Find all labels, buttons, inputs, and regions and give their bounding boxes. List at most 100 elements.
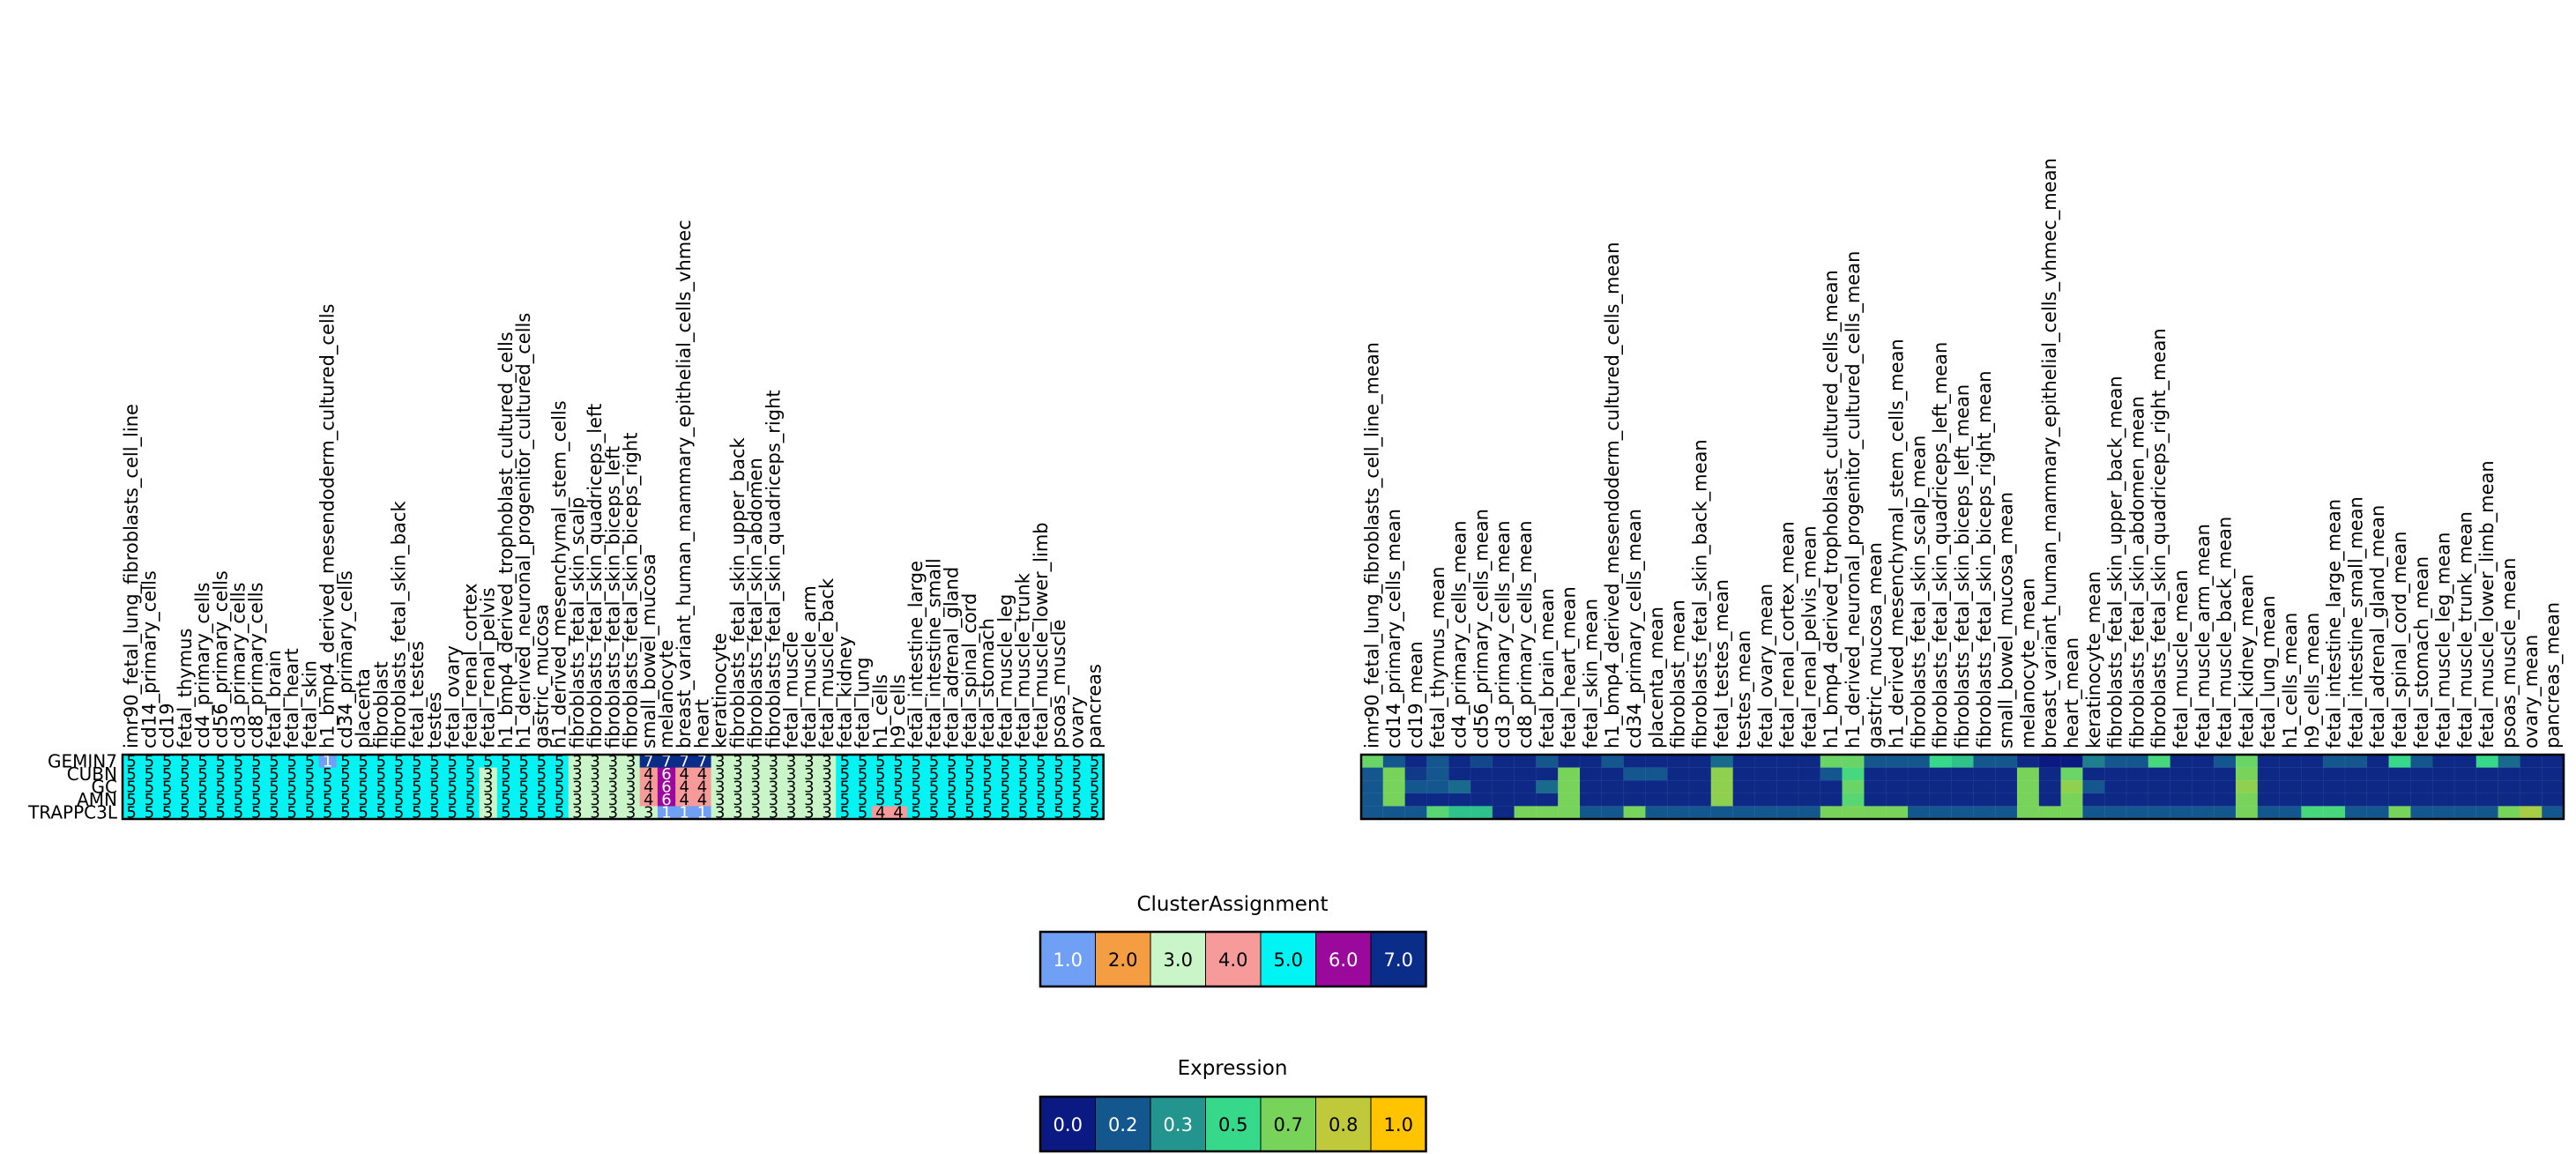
cell-value: 5 <box>555 765 564 784</box>
column-label: fetal_muscle_mean <box>2170 570 2193 748</box>
heatmap-cell <box>461 806 480 820</box>
cell-value: 5 <box>858 765 867 784</box>
heatmap-cell <box>604 767 622 781</box>
heatmap-cell <box>1842 767 1865 781</box>
heatmap-cell <box>604 793 622 807</box>
heatmap-cell <box>800 793 819 807</box>
heatmap-cell <box>2213 767 2237 781</box>
cell-value: 5 <box>947 778 957 797</box>
heatmap-cell <box>1623 754 1647 769</box>
cell-value: 5 <box>269 752 279 771</box>
heatmap-cell <box>1820 806 1843 820</box>
heatmap-cell <box>604 780 622 794</box>
heatmap-cell <box>1798 806 1821 820</box>
heatmap-cell <box>2126 767 2149 781</box>
cell-value: 3 <box>626 804 636 823</box>
cell-value: 5 <box>197 752 207 771</box>
heatmap-cell <box>1601 793 1625 808</box>
heatmap-cell <box>336 806 355 820</box>
heatmap-cell <box>1820 779 1843 794</box>
heatmap-cell <box>568 767 587 781</box>
cell-value: 3 <box>733 752 742 771</box>
heatmap-cell <box>817 767 837 781</box>
heatmap-cell <box>1382 754 1406 769</box>
cell-value: 4 <box>644 765 653 784</box>
heatmap-cell <box>140 793 159 807</box>
column-label: cd19_mean <box>1405 641 1427 748</box>
heatmap-cell <box>1842 779 1865 794</box>
heatmap-cell <box>711 755 730 768</box>
heatmap-cell <box>2279 767 2303 781</box>
cell-value: 3 <box>608 791 618 809</box>
heatmap-cell <box>2498 793 2521 808</box>
column-label: fibroblast <box>370 661 391 748</box>
cell-value: 5 <box>358 765 368 784</box>
heatmap-cell <box>2038 779 2062 794</box>
cell-value: 5 <box>412 765 421 784</box>
heatmap-cell <box>1085 767 1105 781</box>
cell-value: 5 <box>287 804 296 823</box>
heatmap-cell <box>853 767 873 781</box>
heatmap-cell <box>836 780 854 794</box>
heatmap-cell <box>2148 779 2171 794</box>
cell-value: 5 <box>893 778 903 797</box>
heatmap-cell <box>461 780 480 794</box>
heatmap-cell <box>354 780 373 794</box>
heatmap-cell <box>2366 806 2390 820</box>
heatmap-cell <box>1557 754 1581 769</box>
heatmap-cell <box>1907 806 1931 820</box>
heatmap-cell <box>283 755 302 768</box>
heatmap-cell <box>1776 806 1799 820</box>
cell-value: 5 <box>305 752 315 771</box>
heatmap-cell <box>2170 767 2193 781</box>
heatmap-cell <box>996 806 1015 820</box>
heatmap-cell <box>1820 754 1843 769</box>
column-label: fetal_thymus_mean <box>1427 567 1449 748</box>
heatmap-cell <box>2235 779 2259 794</box>
heatmap-cell <box>2366 754 2390 769</box>
legend-swatch <box>1039 1096 1096 1152</box>
column-label: fibroblasts_fetal_skin_abdomen_mean <box>2126 396 2148 748</box>
heatmap-cell <box>747 793 765 807</box>
cluster-legend-title: ClusterAssignment <box>1136 893 1328 916</box>
heatmap-cell <box>1601 779 1625 794</box>
cell-value: 6 <box>661 765 671 784</box>
cell-value: 5 <box>537 778 547 797</box>
cell-value: 5 <box>251 804 261 823</box>
cell-value: 5 <box>555 791 564 809</box>
cell-value: 5 <box>537 752 547 771</box>
cell-value: 5 <box>929 804 939 823</box>
cell-value: 5 <box>358 778 368 797</box>
cell-value: 5 <box>197 804 207 823</box>
heatmap-cell <box>2192 754 2215 769</box>
cell-value: 5 <box>216 804 226 823</box>
heatmap-cell <box>2016 806 2040 820</box>
heatmap-cell <box>1514 806 1537 820</box>
heatmap-cell <box>140 780 159 794</box>
heatmap-cell <box>1514 767 1537 781</box>
heatmap-cell <box>979 780 997 794</box>
heatmap-cell <box>657 780 676 794</box>
column-label: fibroblasts_fetal_skin_upper_back_mean <box>2105 376 2127 748</box>
heatmap-cell <box>1754 754 1777 769</box>
legend-label: 0.2 <box>1108 1114 1137 1135</box>
heatmap-cell <box>407 767 427 781</box>
column-label: fetal_muscle_leg <box>994 594 1016 748</box>
column-label: cd8_primary_cells <box>246 583 268 749</box>
column-label: fetal_ovary_mean <box>1755 584 1777 748</box>
cell-value: 5 <box>501 778 510 797</box>
heatmap-cell <box>693 806 711 820</box>
cell-value: 5 <box>912 765 921 784</box>
column-label: fetal_heart <box>281 648 303 748</box>
cell-value: 5 <box>1036 804 1046 823</box>
column-label: cd19 <box>157 703 178 748</box>
heatmap-cell <box>443 780 462 794</box>
cell-value: 5 <box>162 752 172 771</box>
heatmap-cell <box>301 755 319 768</box>
cell-value: 5 <box>448 765 458 784</box>
column-label: fetal_spinal_cord_mean <box>2389 532 2411 748</box>
cell-value: 3 <box>483 804 493 823</box>
cell-value: 5 <box>912 778 921 797</box>
heatmap-cell <box>1426 806 1449 820</box>
heatmap-cell <box>639 793 659 807</box>
